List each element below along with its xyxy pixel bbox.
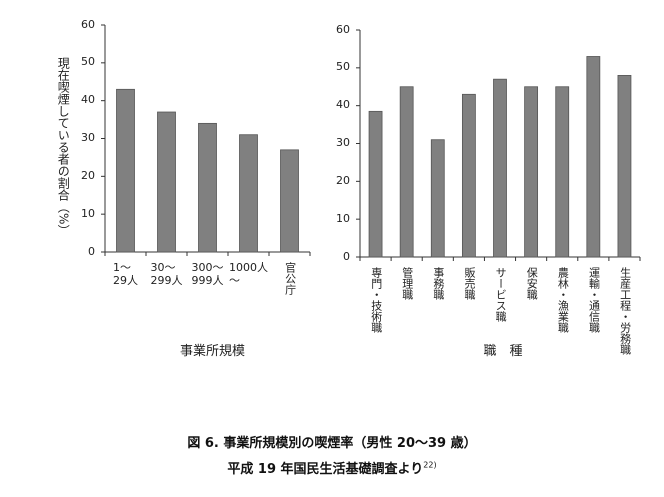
x-tick-label: 農林・漁業職 <box>556 267 570 333</box>
caption-source: 平成 19 年国民生活基礎調査より22) <box>0 458 664 477</box>
caption-ref: 22) <box>423 460 437 470</box>
x-tick-label: 保安職 <box>525 267 539 300</box>
x-tick-label: 300～ 999人 <box>191 261 224 287</box>
x-axis-label: 事業所規模 <box>180 344 246 359</box>
x-tick-label: 官公庁 <box>283 262 297 295</box>
x-tick-label: 管理職 <box>400 267 414 300</box>
x-tick-label: 30～ 299人 <box>150 261 183 287</box>
y-tick-label: 40 <box>336 98 350 112</box>
y-tick-label: 20 <box>336 173 350 187</box>
x-tick-label: 販売職 <box>463 267 477 300</box>
x-tick-label: 専門・技術職 <box>369 267 383 333</box>
y-tick-label: 50 <box>81 55 95 69</box>
y-tick-label: 0 <box>88 244 95 258</box>
y-tick-label: 30 <box>336 136 350 149</box>
x-axis-label: 職 種 <box>483 344 523 359</box>
bar <box>461 93 476 258</box>
bar <box>198 122 217 253</box>
x-tick-label: サービス職 <box>494 267 508 322</box>
bar <box>280 149 299 253</box>
y-tick-label: 0 <box>343 249 350 263</box>
x-tick-label: 1～ 29人 <box>113 261 138 287</box>
y-tick-label: 40 <box>81 93 95 107</box>
caption-source-text: 平成 19 年国民生活基礎調査より <box>227 462 424 477</box>
y-tick-label: 10 <box>336 211 350 225</box>
bar <box>239 134 258 253</box>
bar <box>368 110 383 258</box>
y-tick-label: 20 <box>81 168 95 182</box>
x-tick-label: 生産工程・労務職 <box>618 267 632 355</box>
y-tick-label: 10 <box>81 206 95 220</box>
caption-title: 図 6. 事業所規模別の喫煙率（男性 20～39 歳） <box>187 436 477 451</box>
bar <box>399 86 414 258</box>
bar <box>493 78 507 258</box>
bar <box>617 75 632 258</box>
y-tick-label: 30 <box>81 131 95 144</box>
bar <box>524 86 539 258</box>
x-tick-label: 事務職 <box>431 267 445 300</box>
y-tick-label: 60 <box>81 17 95 31</box>
y-tick-label: 50 <box>336 60 350 74</box>
y-axis-label: 現在喫煙している者の割合（%） <box>56 56 71 236</box>
x-tick-label: 1000人 ～ <box>229 261 268 287</box>
bar <box>116 88 135 253</box>
bar <box>430 139 445 258</box>
bar <box>586 56 601 258</box>
x-tick-label: 運輸・通信職 <box>587 267 601 333</box>
bar <box>157 111 176 253</box>
bar <box>555 86 570 258</box>
y-tick-label: 60 <box>336 22 350 36</box>
